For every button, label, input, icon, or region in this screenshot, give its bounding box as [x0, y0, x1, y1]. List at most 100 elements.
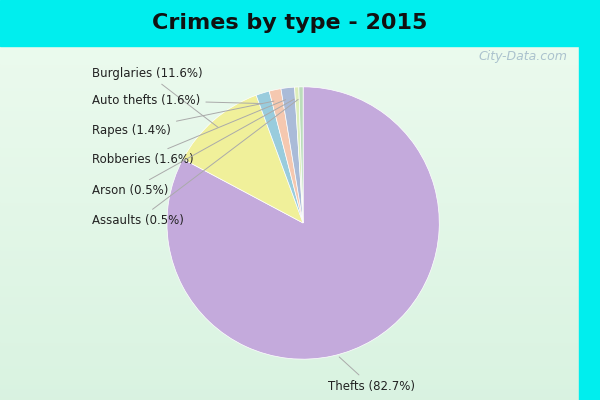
- Bar: [0, 306, 579, 308]
- Bar: [0, 375, 579, 377]
- Bar: [0, 244, 579, 246]
- Bar: [0, 272, 579, 274]
- Bar: [0, 274, 579, 276]
- Bar: [0, 228, 579, 230]
- Bar: [0, 251, 579, 253]
- Bar: [0, 204, 579, 205]
- Bar: [0, 393, 579, 395]
- Bar: [0, 76, 579, 78]
- Bar: [0, 108, 579, 110]
- Bar: [0, 131, 579, 133]
- Bar: [0, 122, 579, 124]
- Bar: [0, 296, 579, 297]
- Bar: [0, 232, 579, 234]
- Bar: [0, 186, 579, 188]
- Bar: [0, 361, 579, 363]
- Bar: [0, 46, 579, 48]
- Text: Arson (0.5%): Arson (0.5%): [92, 99, 294, 197]
- Bar: [0, 0, 579, 46]
- Text: Burglaries (11.6%): Burglaries (11.6%): [92, 67, 218, 127]
- Bar: [579, 0, 600, 400]
- Bar: [0, 189, 579, 191]
- Bar: [0, 161, 579, 163]
- Bar: [0, 188, 579, 189]
- Bar: [0, 336, 579, 338]
- Bar: [0, 366, 579, 368]
- Bar: [0, 230, 579, 232]
- Bar: [0, 356, 579, 358]
- Bar: [0, 170, 579, 172]
- Bar: [0, 396, 579, 398]
- Bar: [0, 150, 579, 152]
- Bar: [0, 58, 579, 60]
- Text: Robberies (1.6%): Robberies (1.6%): [92, 100, 286, 166]
- Bar: [0, 288, 579, 290]
- Bar: [0, 184, 579, 186]
- Wedge shape: [299, 87, 303, 223]
- Bar: [0, 106, 579, 108]
- Bar: [0, 225, 579, 226]
- Bar: [0, 64, 579, 66]
- Bar: [0, 218, 579, 220]
- Bar: [0, 266, 579, 267]
- Bar: [0, 60, 579, 62]
- Bar: [0, 276, 579, 278]
- Bar: [0, 72, 579, 74]
- Bar: [0, 250, 579, 251]
- Bar: [0, 226, 579, 228]
- Bar: [0, 205, 579, 207]
- Bar: [0, 97, 579, 99]
- Bar: [0, 209, 579, 211]
- Bar: [0, 318, 579, 320]
- Bar: [0, 283, 579, 285]
- Bar: [0, 193, 579, 195]
- Bar: [0, 315, 579, 317]
- Bar: [0, 94, 579, 96]
- Bar: [0, 53, 579, 55]
- Bar: [0, 120, 579, 122]
- Bar: [0, 354, 579, 356]
- Bar: [0, 290, 579, 292]
- Bar: [0, 126, 579, 128]
- Bar: [0, 112, 579, 113]
- Bar: [0, 340, 579, 342]
- Bar: [0, 220, 579, 221]
- Bar: [0, 260, 579, 262]
- Bar: [0, 145, 579, 147]
- Bar: [0, 308, 579, 310]
- Bar: [0, 382, 579, 384]
- Bar: [0, 234, 579, 235]
- Bar: [0, 350, 579, 352]
- Bar: [0, 117, 579, 118]
- Bar: [0, 69, 579, 71]
- Bar: [0, 368, 579, 370]
- Bar: [0, 324, 579, 326]
- Bar: [0, 303, 579, 304]
- Bar: [0, 258, 579, 260]
- Bar: [0, 113, 579, 115]
- Bar: [0, 223, 579, 225]
- Bar: [0, 134, 579, 136]
- Bar: [0, 66, 579, 67]
- Bar: [0, 372, 579, 374]
- Bar: [0, 191, 579, 193]
- Bar: [0, 168, 579, 170]
- Bar: [0, 57, 579, 58]
- Bar: [0, 269, 579, 271]
- Bar: [0, 50, 579, 51]
- Bar: [0, 343, 579, 345]
- Bar: [0, 96, 579, 97]
- Bar: [0, 78, 579, 80]
- Bar: [0, 198, 579, 200]
- Bar: [0, 304, 579, 306]
- Bar: [0, 384, 579, 386]
- Bar: [0, 156, 579, 158]
- Bar: [0, 147, 579, 149]
- Wedge shape: [167, 87, 439, 359]
- Bar: [0, 154, 579, 156]
- Bar: [0, 312, 579, 313]
- Bar: [0, 257, 579, 258]
- Text: Crimes by type - 2015: Crimes by type - 2015: [152, 13, 427, 33]
- Bar: [0, 103, 579, 104]
- Bar: [0, 212, 579, 214]
